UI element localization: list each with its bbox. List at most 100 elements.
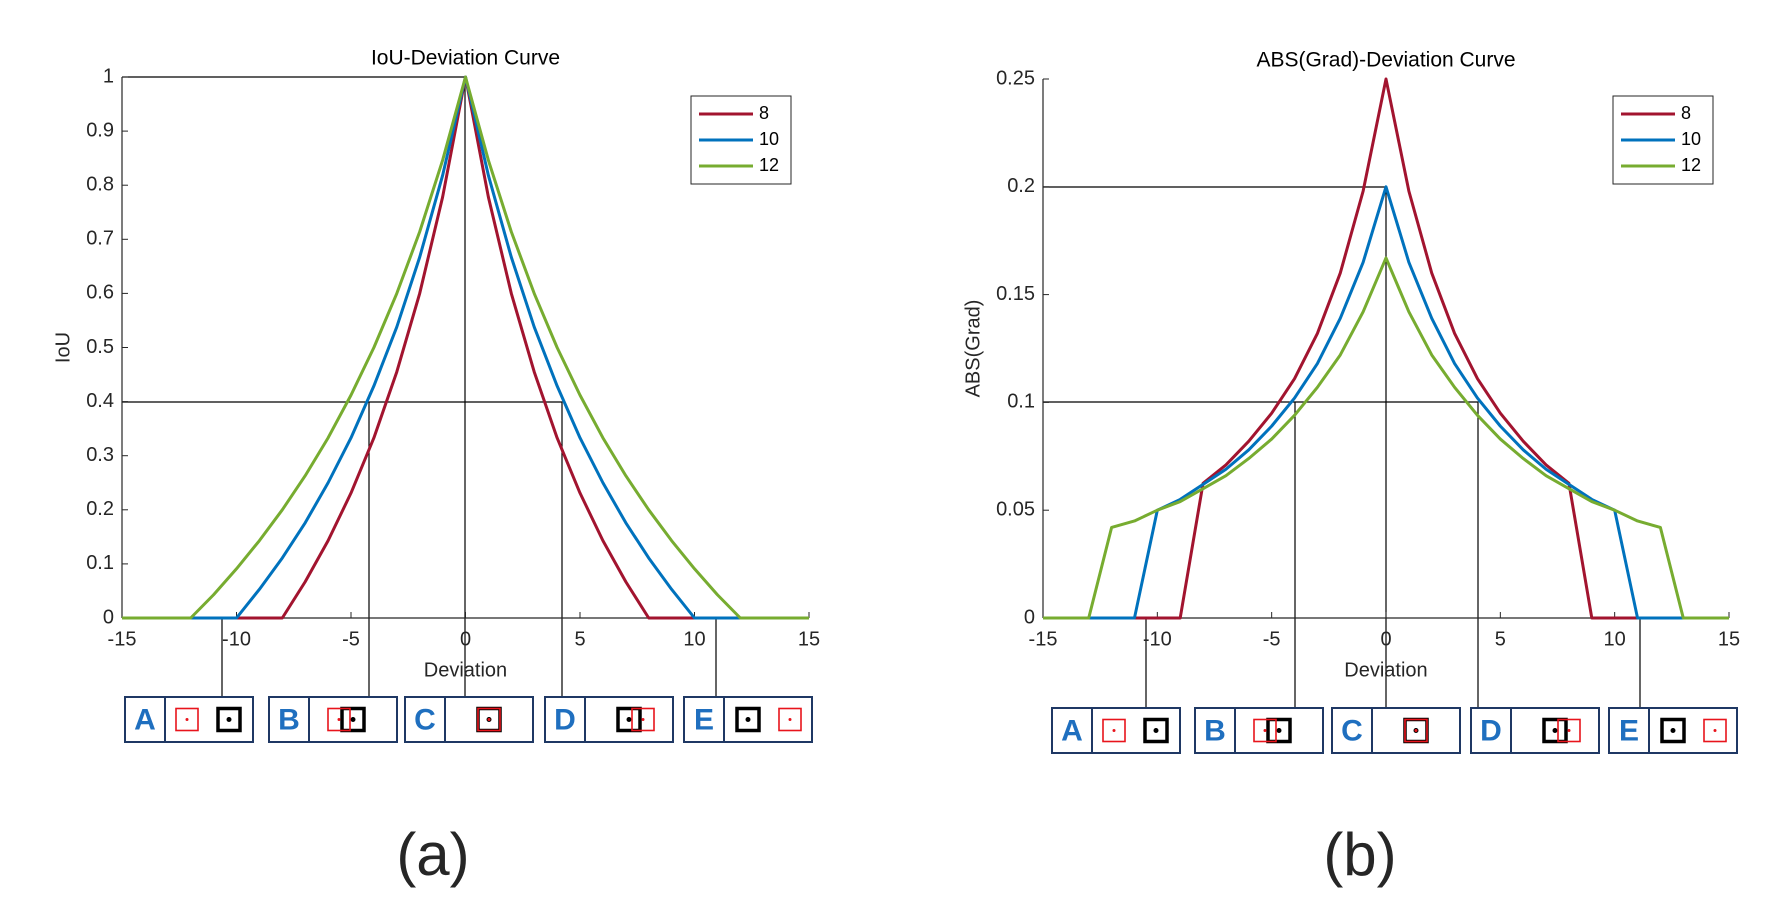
state-label: A (1061, 714, 1083, 747)
x-tick-label: 5 (574, 628, 585, 650)
legend-label: 8 (1681, 103, 1691, 123)
y-tick-label: 1 (103, 65, 114, 87)
x-tick-label: 5 (1495, 628, 1506, 650)
predicted-center (185, 718, 189, 721)
legend-label: 12 (759, 155, 779, 175)
x-tick-label: 15 (798, 628, 820, 650)
target-center (350, 717, 356, 722)
x-tick-label: -5 (1263, 628, 1281, 650)
y-tick-label: 0.2 (86, 498, 114, 520)
predicted-center (1112, 729, 1116, 732)
predicted-box (778, 707, 802, 732)
state-panel (1470, 707, 1600, 754)
y-tick-label: 0.15 (996, 283, 1035, 305)
target-box (1542, 717, 1568, 744)
x-tick-label: 10 (683, 628, 705, 650)
predicted-center (788, 718, 792, 721)
state-panel (1051, 707, 1181, 754)
target-box (616, 706, 642, 733)
predicted-box (175, 707, 199, 732)
predicted-box (1557, 718, 1581, 743)
y-axis-label: IoU (52, 332, 74, 363)
predicted-box (327, 707, 351, 732)
y-axis-label: ABS(Grad) (962, 300, 984, 398)
state-panel (544, 696, 674, 743)
line-series (1043, 77, 1729, 620)
target-box (1660, 717, 1686, 744)
predicted-box (631, 707, 655, 732)
chart-title: ABS(Grad)-Deviation Curve (1256, 49, 1515, 72)
predicted-box (1703, 718, 1727, 743)
predicted-center (1414, 729, 1418, 732)
target-box (1266, 717, 1292, 744)
target-box (216, 706, 242, 733)
predicted-center (641, 718, 645, 721)
predicted-center (1567, 729, 1571, 732)
x-tick-label: -5 (342, 628, 360, 650)
x-axis-label: Deviation (1344, 659, 1427, 681)
predicted-center (1263, 729, 1267, 732)
predicted-center (337, 718, 341, 721)
y-tick-label: 0.25 (996, 67, 1035, 89)
guide-line (122, 76, 466, 697)
target-center (626, 717, 632, 722)
guide-line (122, 401, 563, 697)
target-center (1153, 728, 1159, 733)
predicted-box (1253, 718, 1277, 743)
target-center (1276, 728, 1282, 733)
predicted-center (487, 718, 491, 721)
x-tick-label: 0 (460, 628, 471, 650)
line-series (122, 75, 809, 620)
y-tick-label: 0.4 (86, 390, 114, 412)
y-tick-label: 0.2 (1007, 175, 1035, 197)
target-box (1143, 717, 1169, 744)
y-tick-label: 0.9 (86, 119, 114, 141)
state-label: A (134, 703, 156, 736)
y-tick-label: 0.05 (996, 498, 1035, 520)
guide-lines (122, 76, 1641, 708)
line-series (1043, 256, 1729, 620)
y-tick-label: 0 (103, 606, 114, 628)
chart-title: IoU-Deviation Curve (371, 47, 560, 70)
state-panel (1331, 707, 1461, 754)
legend-label: 10 (759, 129, 779, 149)
guide-line (1043, 401, 1479, 708)
caption: (a) (396, 821, 469, 888)
x-tick-label: -10 (1143, 628, 1172, 650)
x-tick-label: 15 (1718, 628, 1740, 650)
state-label: C (414, 703, 436, 736)
x-tick-label: -10 (222, 628, 251, 650)
y-tick-label: 0.1 (1007, 391, 1035, 413)
y-tick-label: 0.3 (86, 444, 114, 466)
state-panel (124, 696, 254, 743)
state-label: B (278, 703, 300, 736)
y-tick-label: 0.7 (86, 228, 114, 250)
legend-label: 8 (759, 103, 769, 123)
y-tick-label: 0.8 (86, 173, 114, 195)
y-tick-label: 0.1 (86, 552, 114, 574)
guide-line (1043, 186, 1387, 708)
predicted-center (1713, 729, 1717, 732)
target-center (1552, 728, 1558, 733)
target-box (735, 706, 761, 733)
state-label: E (694, 703, 714, 736)
predicted-box (1404, 718, 1428, 743)
predicted-box (477, 707, 501, 732)
state-label: D (1480, 714, 1502, 747)
legend-label: 10 (1681, 129, 1701, 149)
caption: (b) (1323, 821, 1396, 888)
state-label: C (1341, 714, 1363, 747)
predicted-box (1102, 718, 1126, 743)
state-label: D (554, 703, 576, 736)
x-axis-label: Deviation (424, 659, 507, 681)
state-label: E (1619, 714, 1639, 747)
target-center (745, 717, 751, 722)
x-tick-label: -15 (108, 628, 137, 650)
state-panel (268, 696, 398, 743)
y-tick-label: 0 (1024, 606, 1035, 628)
y-tick-label: 0.6 (86, 282, 114, 304)
x-tick-label: -15 (1029, 628, 1058, 650)
x-tick-label: 10 (1604, 628, 1626, 650)
state-panel (404, 696, 534, 743)
